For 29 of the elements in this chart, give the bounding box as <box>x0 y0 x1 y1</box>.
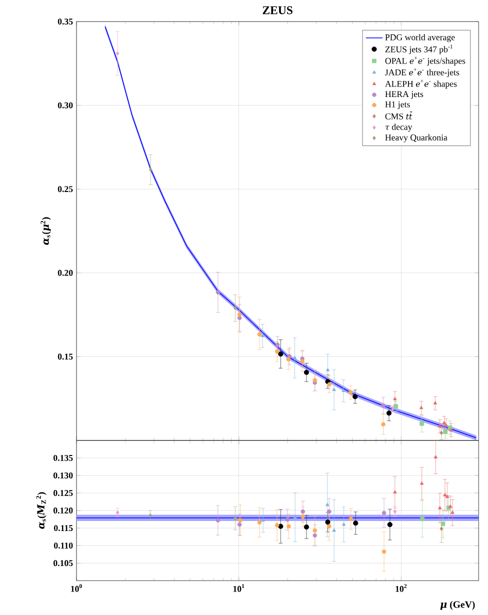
x-axis-title: μ (GeV) <box>440 600 475 610</box>
x-tick-label: 10$^{2}$ <box>396 584 406 592</box>
y-tick-label: 0.15 <box>58 354 72 360</box>
legend-label: H1 jets <box>384 101 410 110</box>
x-tick-label: 10$^{1}$ <box>233 584 244 592</box>
legend-label: OPAL e$^{+}$e$^{-}$ jets/shapes <box>385 56 465 66</box>
y-tick-label: 0.115 <box>54 525 72 532</box>
chart-title: ZEUS <box>262 6 292 14</box>
y-tick-label: 0.25 <box>58 186 72 192</box>
y-tick-label: 0.20 <box>58 270 72 276</box>
x-tick-label: 10$^{0}$ <box>70 584 82 592</box>
legend-label: JADE e$^{+}$e$^{-}$ three-jets <box>384 68 459 78</box>
legend-label: CMS tt$^{̄}$ <box>385 112 412 120</box>
y-tick-label: 0.110 <box>54 542 72 549</box>
legend-label: ALEPH e$^{+}$e$^{-}$ shapes <box>384 80 456 89</box>
y-axis-title: α$_{s}$(μ$^{2}$) <box>40 217 51 245</box>
legend-label: Heavy Quarkonia <box>384 134 448 142</box>
y-tick-label: 0.35 <box>58 18 72 25</box>
y-tick-label: 0.30 <box>58 102 72 108</box>
y-tick-label: 0.130 <box>53 472 72 478</box>
y-tick-label: 0.135 <box>53 454 72 461</box>
legend-label: PDG world average <box>384 34 455 42</box>
legend-label: τ decay <box>385 124 412 132</box>
legend-label: ZEUS jets 347 pb$^{-1}$ <box>385 44 452 54</box>
y-axis-title: α$_{s}$(M$_{Z}$$^{2}$) <box>36 492 46 529</box>
legend-label: HERA jets <box>384 91 423 99</box>
y-tick-label: 0.120 <box>53 508 72 514</box>
y-tick-label: 0.125 <box>53 490 72 496</box>
y-tick-label: 0.105 <box>53 560 72 566</box>
